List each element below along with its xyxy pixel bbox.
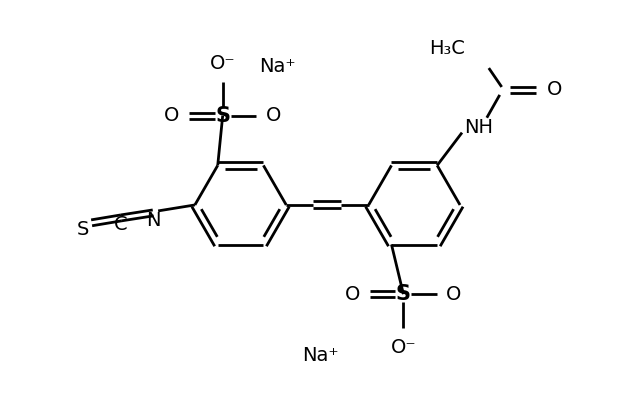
- Text: O: O: [446, 285, 461, 304]
- Text: O⁻: O⁻: [390, 338, 416, 357]
- Text: S: S: [77, 220, 89, 239]
- Text: S: S: [396, 284, 411, 304]
- Text: S: S: [215, 106, 230, 126]
- Text: O: O: [164, 106, 180, 125]
- Text: Na⁺: Na⁺: [259, 56, 296, 75]
- Text: O⁻: O⁻: [210, 54, 236, 73]
- Text: O: O: [345, 285, 360, 304]
- Text: O: O: [266, 106, 281, 125]
- Text: Na⁺: Na⁺: [301, 346, 339, 365]
- Text: H₃C: H₃C: [429, 39, 465, 58]
- Text: NH: NH: [465, 118, 493, 137]
- Text: O: O: [547, 81, 562, 100]
- Text: N: N: [146, 211, 161, 230]
- Text: C: C: [114, 215, 127, 234]
